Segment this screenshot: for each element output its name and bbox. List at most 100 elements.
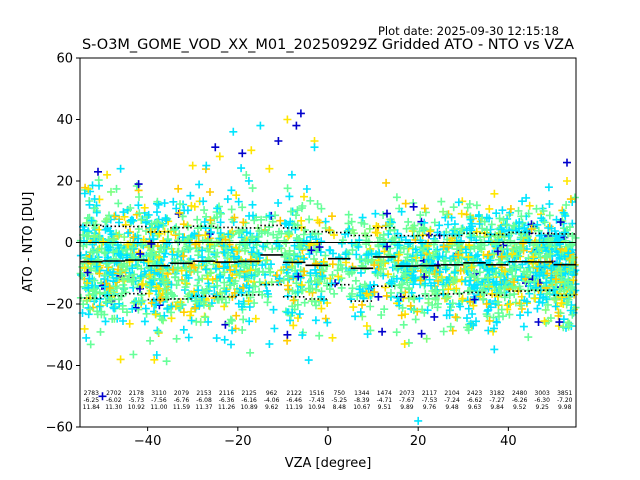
bin-mean: -7.27	[489, 397, 505, 404]
scatter-point	[397, 233, 406, 242]
scatter-point	[204, 279, 213, 288]
scatter-point	[310, 143, 319, 152]
plot-date: Plot date: 2025-09-30 12:15:18	[378, 24, 559, 38]
scatter-point	[184, 333, 193, 342]
scatter-point	[432, 272, 441, 281]
scatter-point	[138, 240, 147, 249]
bin-std: 11.26	[218, 404, 235, 411]
scatter-point	[415, 227, 424, 236]
scatter-point	[492, 318, 501, 327]
scatter-point	[265, 223, 274, 232]
scatter-point	[198, 258, 207, 267]
scatter-point	[132, 261, 140, 269]
bin-mean: -6.62	[467, 397, 483, 404]
scatter-point	[364, 285, 373, 293]
scatter-point	[79, 300, 88, 309]
scatter-point	[518, 239, 527, 248]
scatter-point	[135, 209, 144, 218]
scatter-point	[435, 268, 444, 277]
scatter-point	[224, 230, 233, 239]
scatter-point	[508, 274, 517, 283]
scatter-point	[101, 271, 110, 280]
scatter-point	[173, 264, 182, 273]
bin-std: 9.63	[468, 404, 482, 411]
bin-count: 3110	[151, 390, 166, 397]
scatter-point	[347, 268, 356, 277]
scatter-point	[530, 277, 539, 286]
scatter-point	[401, 269, 410, 278]
scatter-point	[409, 202, 418, 211]
scatter-point	[265, 164, 274, 173]
scatter-point	[466, 215, 475, 224]
scatter-point	[490, 324, 498, 333]
scatter-point	[450, 268, 459, 277]
scatter-point	[560, 279, 569, 288]
scatter-point	[108, 314, 117, 323]
scatter-point	[420, 204, 429, 213]
scatter-point	[211, 143, 220, 152]
scatter-point	[562, 300, 571, 309]
scatter-point	[425, 268, 434, 277]
scatter-point	[176, 200, 184, 209]
scatter-point	[221, 320, 230, 329]
scatter-point	[482, 213, 491, 222]
scatter-point	[452, 284, 461, 293]
bin-count: 2122	[287, 390, 302, 397]
scatter-point	[151, 250, 159, 259]
scatter-point	[546, 250, 555, 258]
scatter-point	[475, 268, 484, 277]
scatter-point	[315, 243, 324, 252]
scatter-point	[152, 300, 161, 309]
scatter-point	[291, 225, 300, 234]
scatter-point	[434, 299, 442, 308]
scatter-point	[244, 176, 253, 185]
scatter-point	[154, 200, 163, 209]
scatter-point	[520, 267, 528, 276]
scatter-point	[483, 307, 492, 315]
scatter-point	[506, 300, 515, 309]
scatter-point	[245, 283, 254, 292]
scatter-point	[490, 189, 499, 198]
scatter-point	[501, 267, 509, 276]
scatter-point	[221, 259, 229, 268]
scatter-point	[283, 184, 292, 193]
scatter-point	[156, 296, 165, 305]
scatter-point	[512, 252, 521, 261]
scatter-point	[109, 235, 118, 244]
scatter-point	[565, 266, 574, 275]
scatter-point	[90, 204, 99, 213]
scatter-point	[527, 225, 536, 233]
scatter-point	[115, 230, 124, 239]
scatter-point	[501, 283, 510, 291]
scatter-point	[556, 240, 564, 249]
scatter-point	[325, 285, 334, 294]
scatter-point	[174, 276, 183, 285]
scatter-point	[128, 243, 137, 252]
scatter-point	[292, 234, 301, 242]
scatter-point	[250, 216, 259, 225]
bin-mean: -7.67	[399, 397, 415, 404]
bin-std: 10.94	[308, 404, 325, 411]
scatter-point	[94, 167, 102, 176]
scatter-point	[392, 263, 401, 272]
scatter-point	[295, 310, 304, 319]
scatter-point	[250, 299, 259, 308]
scatter-point	[95, 302, 104, 311]
scatter-point	[294, 259, 303, 268]
scatter-point	[164, 235, 173, 244]
bin-std: 11.37	[195, 404, 212, 411]
scatter-point	[114, 232, 122, 240]
scatter-point	[186, 191, 195, 200]
scatter-point	[333, 266, 342, 275]
y-tick-label: −20	[46, 298, 73, 313]
scatter-point	[441, 265, 450, 274]
scatter-point	[213, 213, 222, 221]
scatter-point	[293, 300, 302, 309]
scatter-point	[524, 209, 533, 218]
scatter-point	[565, 319, 574, 328]
scatter-point	[107, 187, 115, 196]
scatter-point	[126, 216, 135, 225]
scatter-point	[283, 330, 292, 339]
scatter-point	[207, 219, 216, 228]
bin-mean: -7.20	[557, 397, 573, 404]
